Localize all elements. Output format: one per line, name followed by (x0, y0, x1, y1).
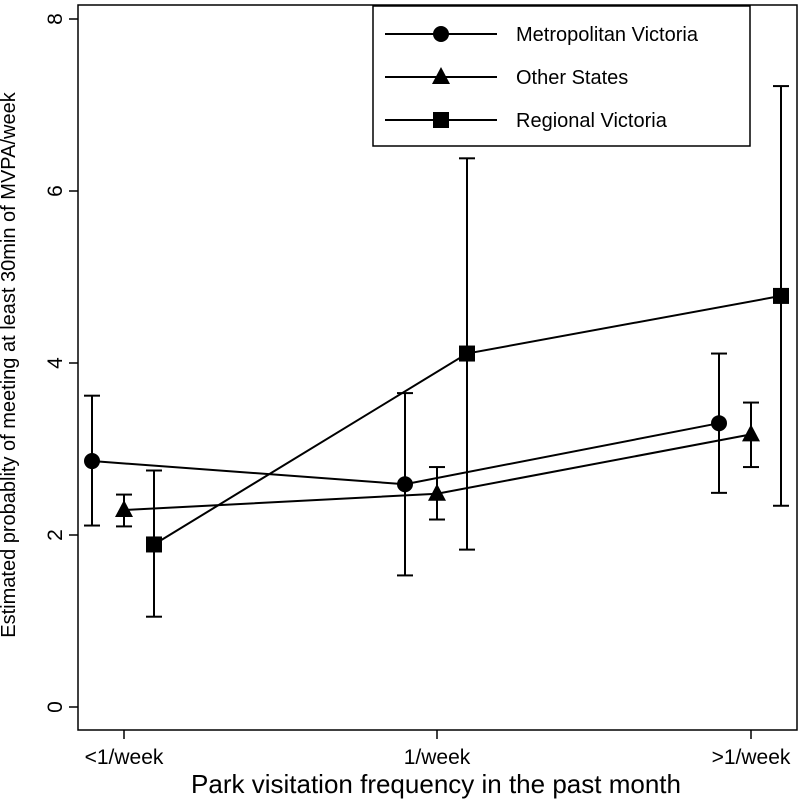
marker-square (433, 112, 449, 128)
marker-triangle (742, 424, 760, 442)
x-axis: <1/week 1/week >1/week (85, 730, 791, 769)
marker-triangle (115, 500, 133, 518)
x-tick-label: >1/week (712, 746, 791, 769)
legend-item: Other States (385, 67, 628, 89)
legend: Metropolitan Victoria Other States Regiona… (372, 5, 751, 147)
y-axis-title: Estimated probablity of meeting at least… (0, 91, 20, 637)
y-tick-label: 2 (44, 529, 67, 541)
marker-circle (397, 476, 413, 493)
x-axis-title: Park visitation frequency in the past mo… (191, 769, 681, 799)
marker-triangle (432, 67, 450, 84)
x-tick-label: 1/week (404, 746, 471, 769)
marker-square (459, 345, 475, 362)
legend-label: Regional Victoria (516, 110, 668, 132)
marker-circle (433, 26, 449, 42)
marker-square (773, 287, 789, 304)
y-tick-label: 4 (44, 357, 67, 369)
series-square (146, 85, 789, 618)
marker-circle (711, 415, 727, 432)
legend-label: Other States (516, 67, 628, 89)
series-layer (84, 85, 789, 618)
marker-square (146, 536, 162, 553)
marker-circle (84, 453, 100, 470)
y-axis: 0 2 4 6 8 (44, 13, 78, 713)
y-tick-label: 6 (44, 185, 67, 197)
legend-item: Metropolitan Victoria (385, 24, 699, 46)
marker-triangle (428, 483, 446, 501)
series-triangle (115, 401, 760, 528)
series-circle (84, 352, 727, 577)
legend-item: Regional Victoria (385, 110, 668, 132)
y-tick-label: 0 (44, 701, 67, 713)
legend-label: Metropolitan Victoria (516, 24, 699, 46)
y-tick-label: 8 (44, 13, 67, 25)
x-tick-label: <1/week (85, 746, 164, 769)
